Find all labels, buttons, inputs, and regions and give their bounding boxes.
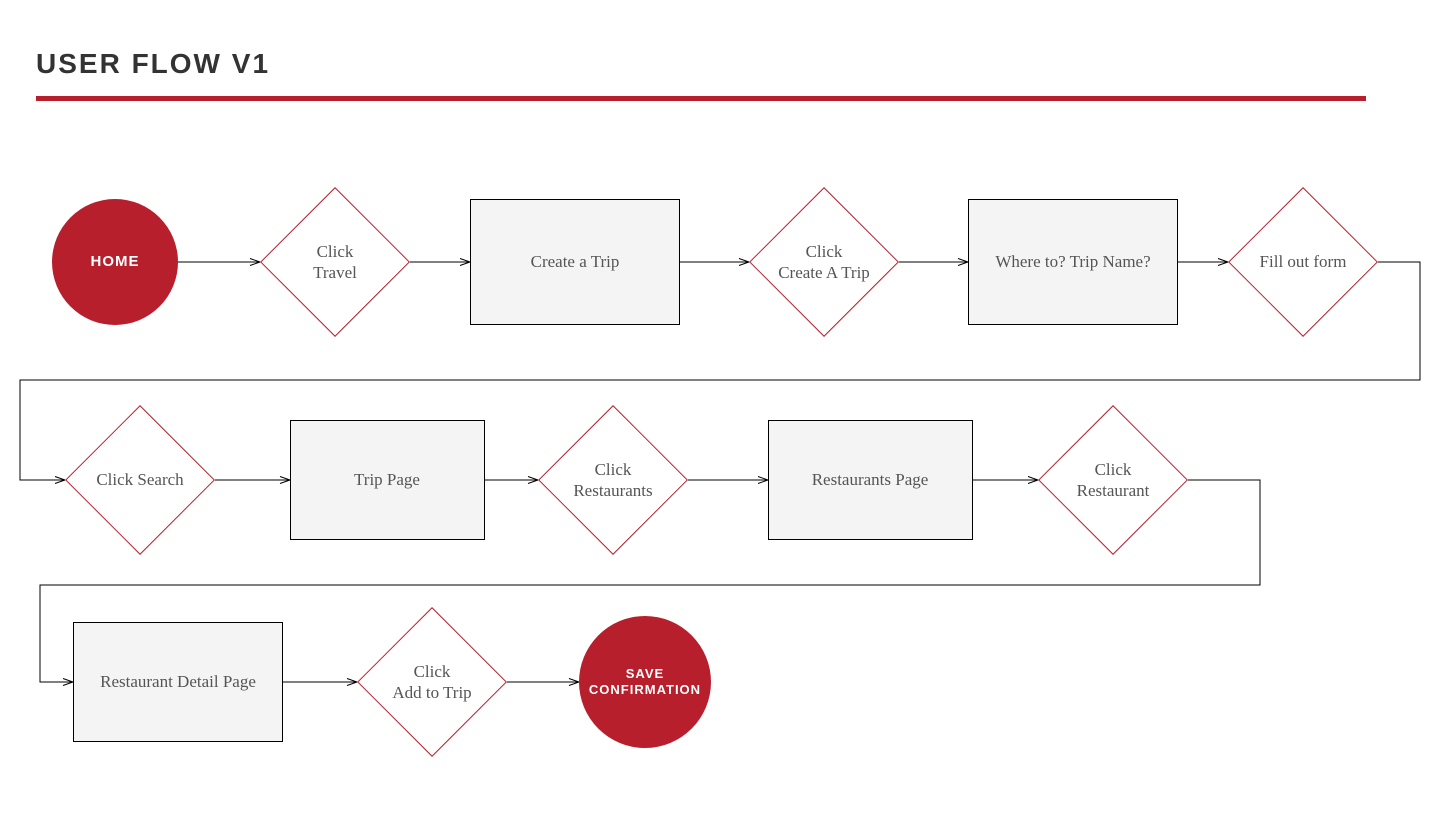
page-title: USER FLOW V1 (36, 48, 270, 80)
node-click-create-trip: ClickCreate A Trip (749, 187, 899, 337)
node-trip-page: Trip Page (290, 420, 485, 540)
node-where-to: Where to? Trip Name? (968, 199, 1178, 325)
node-click-restaurants: ClickRestaurants (538, 405, 688, 555)
node-fill-form: Fill out form (1228, 187, 1378, 337)
node-restaurants-page: Restaurants Page (768, 420, 973, 540)
flowchart-canvas: USER FLOW V1 HOME ClickTravel Create a Tri… (0, 0, 1440, 818)
edge-fill-form-click-search (20, 262, 1420, 480)
title-underline (36, 96, 1366, 101)
node-save-confirm: SAVECONFIRMATION (579, 616, 711, 748)
node-click-restaurant: ClickRestaurant (1038, 405, 1188, 555)
node-restaurant-detail: Restaurant Detail Page (73, 622, 283, 742)
node-click-add-trip: ClickAdd to Trip (357, 607, 507, 757)
node-click-search: Click Search (65, 405, 215, 555)
node-home: HOME (52, 199, 178, 325)
node-create-trip: Create a Trip (470, 199, 680, 325)
node-click-travel: ClickTravel (260, 187, 410, 337)
